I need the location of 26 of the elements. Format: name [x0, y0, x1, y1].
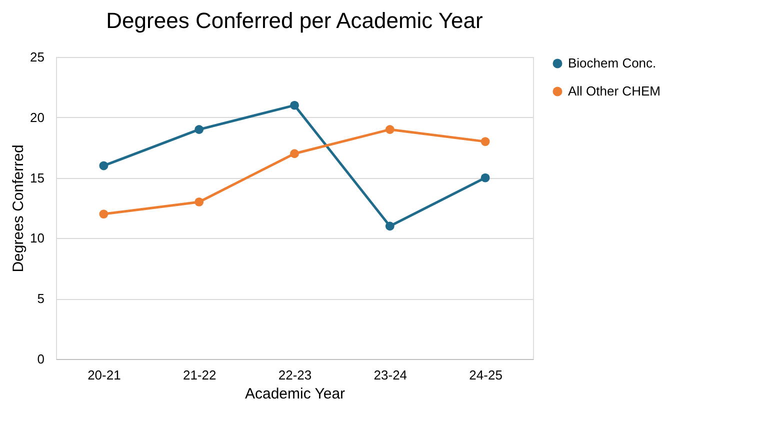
chart-title: Degrees Conferred per Academic Year	[106, 8, 483, 33]
y-tick-label: 5	[37, 291, 44, 306]
y-axis-title: Degrees Conferred	[10, 144, 28, 272]
y-tick-label: 20	[30, 110, 44, 125]
y-tick-label: 10	[30, 230, 44, 246]
y-tick-label: 0	[37, 352, 44, 366]
point	[480, 173, 490, 182]
x-axis-title: Academic Year	[244, 386, 346, 402]
x-tick-label: 20-21	[88, 368, 121, 382]
x-tick-label: 22-23	[278, 368, 312, 382]
point	[385, 222, 394, 231]
x-tick-label: 24-25	[469, 368, 502, 382]
point	[194, 197, 204, 206]
point	[480, 137, 490, 146]
legend-label: Biochem Conc.	[568, 56, 656, 70]
x-tick-label: 21-22	[182, 368, 216, 382]
x-tick-label: 23-24	[374, 368, 408, 382]
point	[290, 100, 299, 110]
point	[385, 125, 394, 134]
point	[290, 149, 299, 158]
point	[194, 125, 204, 134]
y-tick-label: 25	[30, 50, 44, 64]
legend-label: All Other CHEM	[568, 84, 660, 98]
y-tick-label: 15	[30, 170, 44, 186]
point	[99, 210, 108, 219]
point	[99, 161, 108, 170]
